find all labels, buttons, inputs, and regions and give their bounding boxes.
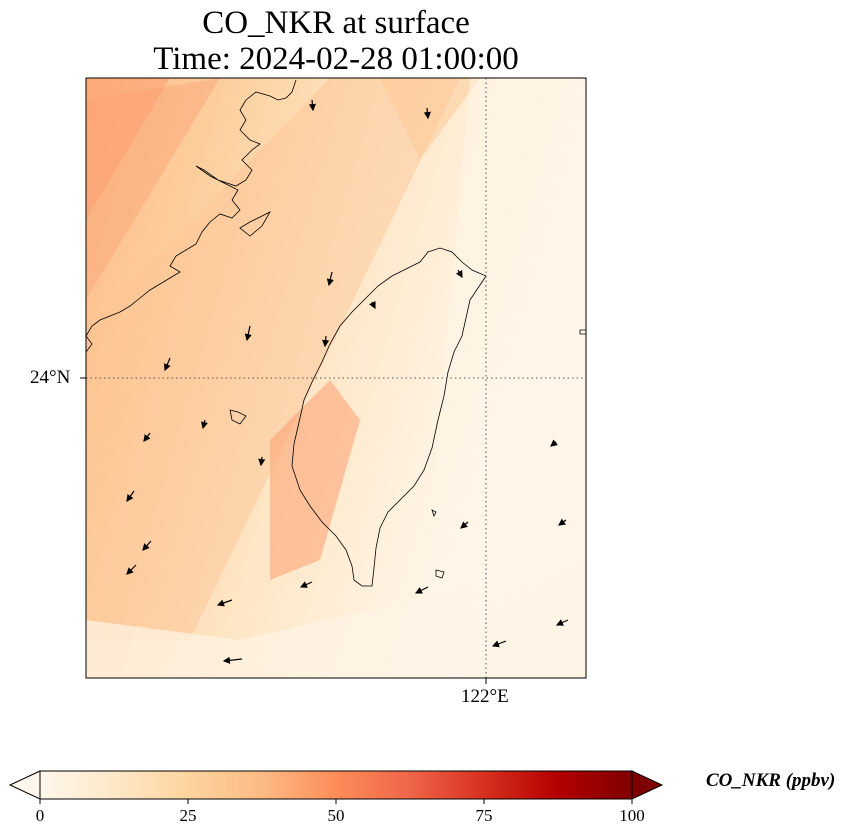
- gridlines: [86, 78, 586, 678]
- coastlines: [86, 79, 586, 587]
- colorbar-tick-50: 50: [327, 806, 345, 825]
- china-coastline: [86, 79, 297, 353]
- colorbar-tick-25: 25: [179, 806, 197, 825]
- colorbar-bar: [39, 770, 633, 800]
- colorbar-tick-100: 100: [619, 806, 645, 825]
- colorbar-extend-min: [8, 770, 41, 800]
- colorbar-tick-0: 0: [35, 806, 45, 825]
- lat-tick-label: 24°N: [30, 367, 71, 388]
- concentration-field: [86, 78, 586, 678]
- colorbar-label: CO_NKR (ppbv): [706, 770, 836, 791]
- title-line-1: CO_NKR at surface: [202, 5, 470, 41]
- colorbar: [8, 770, 664, 804]
- wind-vectors: [126, 99, 569, 664]
- title-line-2: Time: 2024-02-28 01:00:00: [153, 41, 519, 77]
- lon-tick-label: 122°E: [461, 686, 509, 707]
- colorbar-tick-75: 75: [475, 806, 493, 825]
- taiwan-coastline: [291, 247, 487, 587]
- colorbar-extend-max: [631, 770, 664, 800]
